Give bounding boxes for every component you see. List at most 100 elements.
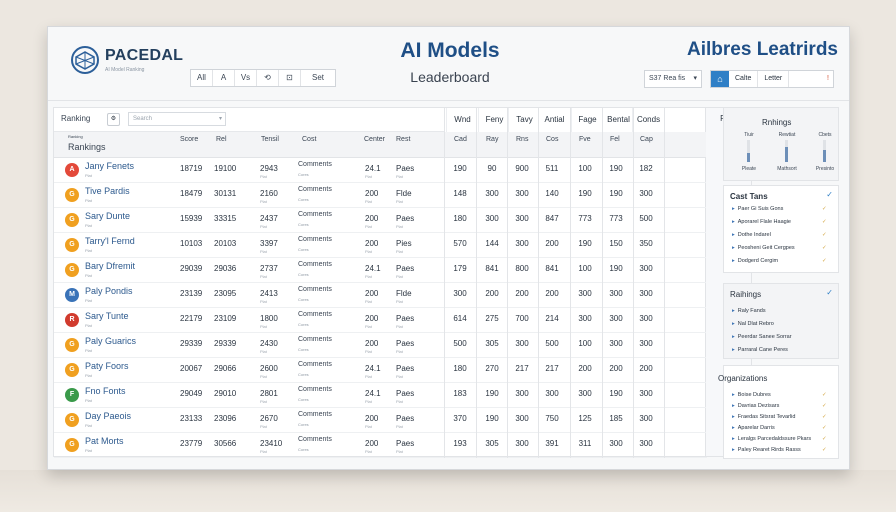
rankings-panel: Rnhings Tiuir Pleate Rewtiat Mathsort Cbets P…: [723, 107, 839, 181]
bullet-icon: ▸: [732, 321, 735, 327]
group-header-0[interactable]: Wnd: [446, 108, 478, 132]
slider-track[interactable]: [747, 140, 750, 162]
col-cost-header[interactable]: Cost: [302, 136, 317, 143]
model-provider: Plat: [85, 448, 92, 453]
col-tensil-header[interactable]: Tensil: [261, 136, 279, 143]
table-row[interactable]: G Paty Foors Plat 20067 29066 2600 Plat Comment…: [54, 358, 707, 383]
col-score-header[interactable]: Score: [180, 136, 199, 143]
metric-cell: 300: [609, 314, 623, 323]
wall-floor: [0, 470, 896, 512]
ranking_items-item[interactable]: ▸ Raly Fands: [732, 308, 766, 314]
table-row[interactable]: G Day Paeois Plat 23133 23096 2670 Plat Comment…: [54, 408, 707, 433]
table-row[interactable]: G Paly Guarics Plat 29339 29339 2430 Plat Comme…: [54, 333, 707, 358]
sub-header-0[interactable]: Cad: [454, 136, 467, 143]
toolbar-a-button[interactable]: A: [213, 70, 235, 86]
settings-icon[interactable]: ⚙: [107, 113, 120, 126]
org_items-item[interactable]: ▸ Fraedas Sitsrat Tevarlid ✓: [732, 414, 827, 420]
alert-icon[interactable]: !: [827, 75, 829, 82]
check-icon[interactable]: ✓: [826, 190, 833, 199]
org_items-item[interactable]: ▸ Leralgs Parcedaldssure Pkars ✓: [732, 436, 827, 442]
model-name-link[interactable]: Pat Morts: [85, 436, 124, 446]
model-name-link[interactable]: Sary Tunte: [85, 311, 129, 321]
score-cell: 29339: [180, 339, 203, 348]
cost_items-item[interactable]: ▸ Paer Gi Suis Gons ✓: [732, 206, 827, 212]
check-icon: ✓: [822, 206, 827, 212]
ranking_items-item[interactable]: ▸ Peerdar Sanee Sorrar: [732, 334, 792, 340]
metric-cell: 300: [515, 339, 529, 348]
table-row[interactable]: R Sary Tunte Plat 22179 23109 1800 Plat Comment…: [54, 308, 707, 333]
org_items-item[interactable]: ▸ Aparelar Darris ✓: [732, 425, 827, 431]
metric-cell: 300: [639, 289, 653, 298]
search-input[interactable]: Search ▾: [128, 112, 226, 126]
cost-cell: Comments: [298, 211, 332, 218]
group-header-2[interactable]: Tavy: [508, 108, 540, 132]
group-header-5[interactable]: Bental: [602, 108, 634, 132]
check-icon[interactable]: ✓: [826, 288, 833, 297]
sub-header-1[interactable]: Ray: [486, 136, 499, 143]
table-row[interactable]: G Tive Pardis Plat 18479 30131 2160 Plat Commen…: [54, 183, 707, 208]
table-row[interactable]: G Tarry'l Fernd Plat 10103 20103 3397 Plat Comm…: [54, 233, 707, 258]
model-name-link[interactable]: Fno Fonts: [85, 386, 126, 396]
col-center-header[interactable]: Center: [364, 136, 386, 143]
toolbar-vs-button[interactable]: Vs: [235, 70, 257, 86]
bullet-icon: ▸: [732, 436, 735, 442]
cost-sub: Cores: [298, 297, 309, 302]
cost_items-item[interactable]: ▸ Aporarel Flale Haagie ✓: [732, 219, 827, 225]
sub-header-4[interactable]: Fve: [579, 136, 591, 143]
table-row[interactable]: M Paly Pondis Plat 23139 23095 2413 Plat Commen…: [54, 283, 707, 308]
cost-sub: Cores: [298, 272, 309, 277]
org_items-item[interactable]: ▸ Boise Dubres ✓: [732, 392, 827, 398]
model-name-link[interactable]: Paly Guarics: [85, 336, 137, 346]
model-name-link[interactable]: Bary Dfremit: [85, 261, 136, 271]
org_items-item[interactable]: ▸ Paley Rearet Rirds Rasss ✓: [732, 447, 827, 453]
toolbar-set-button[interactable]: Set: [311, 73, 324, 82]
model-name-link[interactable]: Paly Pondis: [85, 286, 133, 296]
col-rest-header[interactable]: Rest: [396, 136, 411, 143]
ranking_items-item[interactable]: ▸ Nal Dlat Rebro: [732, 321, 774, 327]
col-rel-header[interactable]: Rel: [216, 136, 227, 143]
sub-header-6[interactable]: Cap: [640, 136, 653, 143]
table-row[interactable]: F Fno Fonts Plat 29049 29010 2801 Plat Comments…: [54, 383, 707, 408]
cost_items-item[interactable]: ▸ Dothe Indarel ✓: [732, 232, 827, 238]
filter-select[interactable]: S37 Rea fis ▾: [644, 70, 702, 88]
sub-header-3[interactable]: Cos: [546, 136, 559, 143]
ranking_items-item[interactable]: ▸ Parraral Cane Peres: [732, 347, 788, 353]
center-sub: Plat: [365, 349, 372, 354]
sub-header-5[interactable]: Fel: [610, 136, 620, 143]
toolbar-refresh-icon[interactable]: ⟲: [257, 70, 279, 86]
column-header-row: Ranking Rankings Score Rel Tensil Cost C…: [54, 132, 444, 158]
model-name-link[interactable]: Tarry'l Fernd: [85, 236, 135, 246]
cost-cell: Comments: [298, 361, 332, 368]
model-name-link[interactable]: Tive Pardis: [85, 186, 130, 196]
model-name-link[interactable]: Jany Fenets: [85, 161, 135, 171]
metric-cell: 305: [485, 339, 499, 348]
group-header-1[interactable]: Feny: [478, 108, 510, 132]
rel-cell: 20103: [214, 239, 237, 248]
cost_items-item[interactable]: ▸ Peosheni Geit Cergpes ✓: [732, 245, 827, 251]
org_items-item[interactable]: ▸ Davrias Dezisars ✓: [732, 403, 827, 409]
group-header-4[interactable]: Fage: [571, 108, 603, 132]
table-row[interactable]: G Pat Morts Plat 23779 30566 23410 Plat Comment…: [54, 433, 707, 458]
sub-header-2[interactable]: Rns: [516, 136, 529, 143]
calte-button[interactable]: Calte: [729, 71, 759, 87]
group-header-3[interactable]: Antial: [538, 108, 570, 132]
group-header-6[interactable]: Conds: [632, 108, 664, 132]
home-icon[interactable]: ⌂: [711, 71, 729, 87]
model-name-link[interactable]: Paty Foors: [85, 361, 129, 371]
metric-cell: 773: [609, 214, 623, 223]
score-cell: 15939: [180, 214, 203, 223]
table-row[interactable]: G Sary Dunte Plat 15939 33315 2437 Plat Comment…: [54, 208, 707, 233]
toolbar-all-button[interactable]: All: [191, 70, 213, 86]
cost_items-item[interactable]: ▸ Dodgerd Cergim ✓: [732, 258, 827, 264]
model-logo-icon: M: [65, 288, 79, 302]
model-name-link[interactable]: Day Paeois: [85, 411, 132, 421]
model-name-link[interactable]: Sary Dunte: [85, 211, 131, 221]
letter-button[interactable]: Letter: [758, 71, 790, 87]
col-rankings-header[interactable]: Rankings: [68, 142, 106, 152]
slider-track[interactable]: [785, 140, 788, 162]
toolbar-copy-icon[interactable]: ⊡: [279, 70, 301, 86]
table-row[interactable]: G Bary Dfremit Plat 29039 29036 2737 Plat Comme…: [54, 258, 707, 283]
rest-cell: Paes: [396, 314, 415, 323]
slider-track[interactable]: [823, 140, 826, 162]
table-row[interactable]: A Jany Fenets Plat 18719 19100 2943 Plat Commen…: [54, 158, 707, 183]
